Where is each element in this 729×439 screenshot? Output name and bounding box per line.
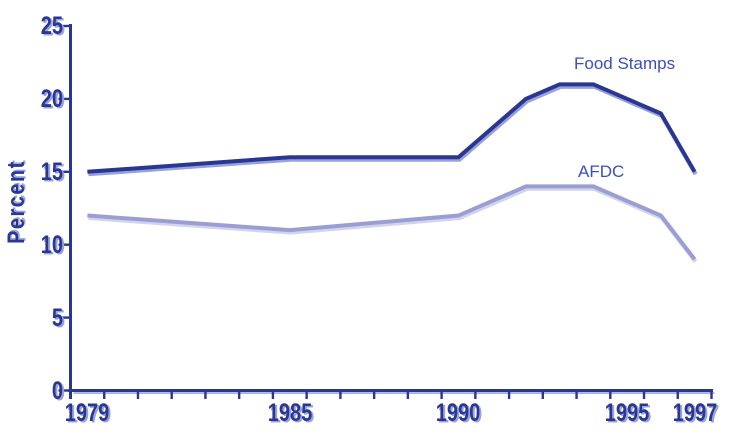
y-tick-label: 20 (40, 84, 63, 113)
x-tick-label: 1985 (267, 399, 313, 427)
x-tick-label: 1997 (672, 399, 717, 427)
x-tick-label: 1979 (65, 399, 110, 427)
y-tick-label: 15 (40, 157, 63, 186)
series-label-food-stamps: Food Stamps (574, 54, 676, 73)
series-line-food-stamps (87, 82, 697, 174)
series-label-afdc: AFDC (578, 162, 625, 181)
x-tick-label: 1990 (436, 399, 481, 427)
y-tick-label: 10 (40, 230, 63, 259)
y-tick-label: 25 (40, 12, 63, 40)
series-line-shadow-afdc (88, 186, 698, 263)
y-tick-label: 0 (51, 376, 63, 405)
y-tick-label: 5 (51, 303, 63, 332)
x-tick-label: 1995 (604, 399, 650, 427)
series-line-afdc (87, 184, 697, 261)
